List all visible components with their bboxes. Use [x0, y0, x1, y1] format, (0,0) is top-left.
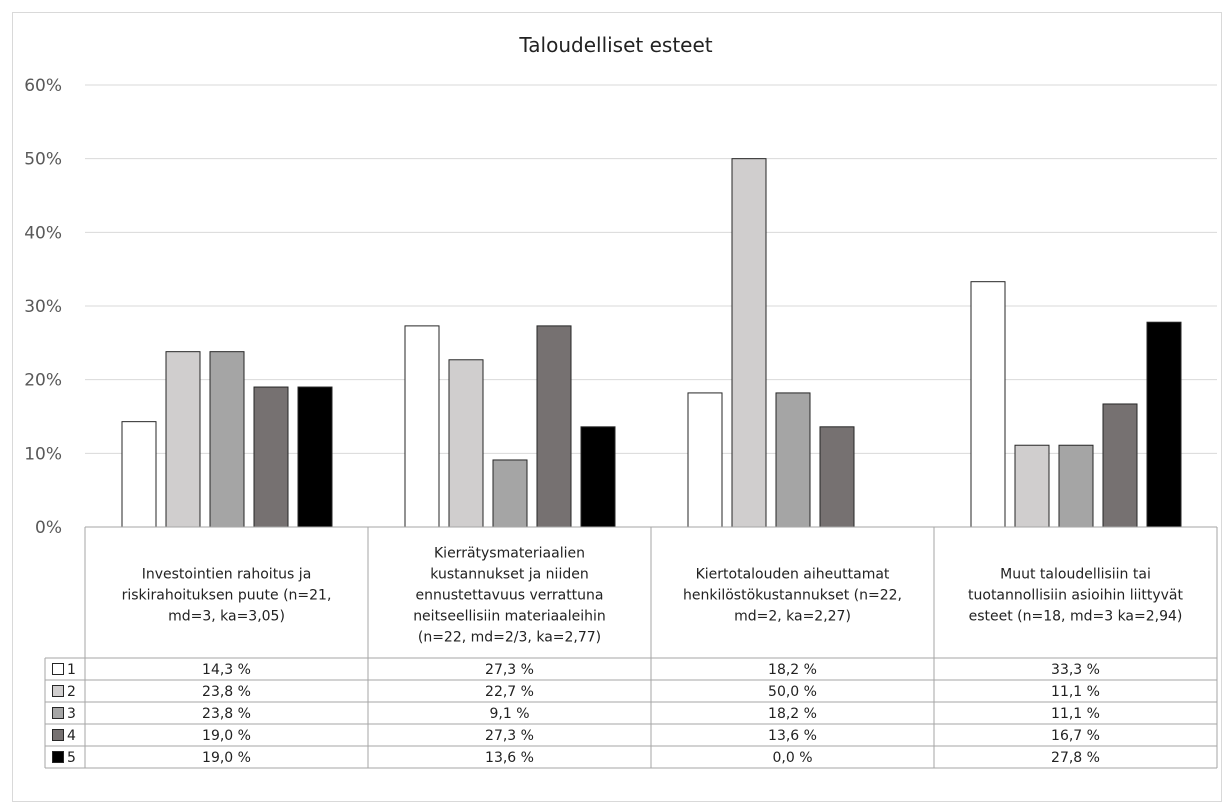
y-tick-label: 30%	[24, 297, 62, 317]
legend-key-4	[52, 729, 64, 741]
category-label: Kierrätysmateriaalien	[434, 546, 585, 562]
legend-key-5	[52, 751, 64, 763]
category-label: md=3, ka=3,05)	[168, 609, 285, 625]
bar-series-1	[687, 392, 723, 528]
category-label: henkilöstökustannukset (n=22,	[683, 588, 902, 604]
category-label: kustannukset ja niiden	[430, 567, 588, 583]
data-label: 19,0 %	[202, 728, 251, 744]
data-label: 50,0 %	[768, 684, 817, 700]
data-label: 23,8 %	[202, 706, 251, 722]
category-label: tuotannollisiin asioihin liittyvät	[968, 588, 1183, 604]
data-label: 11,1 %	[1051, 706, 1100, 722]
chart-title: Taloudelliset esteet	[518, 33, 712, 57]
data-label: 14,3 %	[202, 662, 251, 678]
bar-series-2	[1014, 444, 1050, 528]
y-tick-label: 0%	[35, 518, 62, 538]
bar-series-1	[121, 421, 157, 528]
data-label: 23,8 %	[202, 684, 251, 700]
legend-label: 4	[67, 728, 76, 744]
data-label: 19,0 %	[202, 750, 251, 766]
legend-label: 2	[67, 684, 76, 700]
data-label: 27,8 %	[1051, 750, 1100, 766]
data-label: 27,3 %	[485, 728, 534, 744]
bar-series-2	[165, 351, 201, 528]
legend-key-1	[52, 663, 64, 675]
y-tick-label: 10%	[24, 444, 62, 464]
bar-series-3	[1058, 444, 1094, 528]
legend-label: 5	[67, 750, 76, 766]
category-label: ennustettavuus verrattuna	[415, 588, 603, 604]
bar-series-3	[209, 351, 245, 528]
bar-series-1	[970, 281, 1006, 528]
category-label: Muut taloudellisiin tai	[1000, 567, 1151, 583]
data-label: 18,2 %	[768, 706, 817, 722]
data-label: 27,3 %	[485, 662, 534, 678]
category-label: (n=22, md=2/3, ka=2,77)	[418, 630, 601, 646]
chart-frame	[12, 12, 1222, 802]
legend-label: 1	[67, 662, 76, 678]
category-label: neitseellisiin materiaaleihin	[413, 609, 606, 625]
data-label: 9,1 %	[489, 706, 529, 722]
y-tick-label: 50%	[24, 150, 62, 170]
category-label: Investointien rahoitus ja	[142, 567, 312, 583]
y-tick-label: 60%	[24, 76, 62, 96]
bar-series-1	[404, 325, 440, 528]
bar-series-5	[1146, 321, 1182, 528]
y-tick-label: 40%	[24, 223, 62, 243]
data-label: 16,7 %	[1051, 728, 1100, 744]
bar-series-5	[297, 386, 333, 528]
data-label: 33,3 %	[1051, 662, 1100, 678]
data-label: 13,6 %	[768, 728, 817, 744]
category-label: md=2, ka=2,27)	[734, 609, 851, 625]
legend-label: 3	[67, 706, 76, 722]
legend-key-2	[52, 685, 64, 697]
category-label: Kiertotalouden aiheuttamat	[696, 567, 890, 583]
data-label: 18,2 %	[768, 662, 817, 678]
legend-key-3	[52, 707, 64, 719]
bar-series-4	[819, 426, 855, 528]
bar-series-4	[536, 325, 572, 528]
bar-series-2	[448, 359, 484, 528]
bar-series-3	[775, 392, 811, 528]
bar-series-5	[580, 426, 616, 528]
y-tick-label: 20%	[24, 371, 62, 391]
bar-series-4	[253, 386, 289, 528]
bar-series-2	[731, 158, 767, 528]
data-label: 0,0 %	[772, 750, 812, 766]
bar-series-3	[492, 459, 528, 528]
data-label: 11,1 %	[1051, 684, 1100, 700]
data-label: 22,7 %	[485, 684, 534, 700]
category-label: riskirahoituksen puute (n=21,	[122, 588, 332, 604]
data-label: 13,6 %	[485, 750, 534, 766]
category-label: esteet (n=18, md=3 ka=2,94)	[969, 609, 1183, 625]
bar-series-4	[1102, 403, 1138, 528]
